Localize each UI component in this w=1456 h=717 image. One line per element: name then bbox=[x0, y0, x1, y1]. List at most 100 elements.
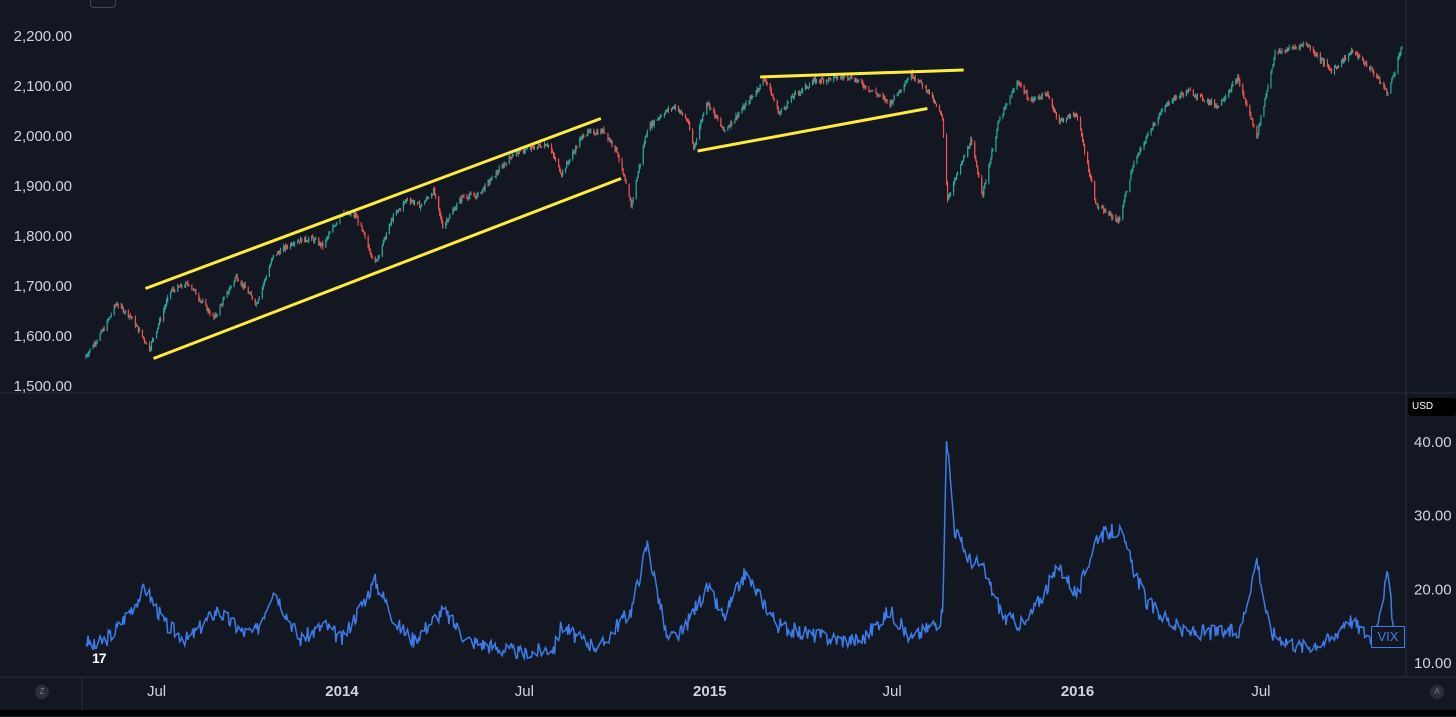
candle-body bbox=[165, 305, 167, 308]
candle-body bbox=[491, 176, 493, 178]
candle-body bbox=[855, 79, 857, 82]
time-axis[interactable]: Jul 2014 Jul 2015 Jul 2016 Jul bbox=[147, 683, 1271, 700]
candle-body bbox=[181, 284, 183, 287]
candle-body bbox=[1068, 114, 1071, 119]
candle-body bbox=[1377, 77, 1379, 79]
price-pane[interactable] bbox=[85, 41, 1403, 359]
candle-body bbox=[389, 223, 391, 225]
candle-body bbox=[829, 77, 831, 79]
candle-body bbox=[823, 79, 825, 83]
candle-body bbox=[1313, 50, 1315, 55]
candle-body bbox=[665, 109, 668, 112]
candle-body bbox=[284, 245, 287, 250]
candle-body bbox=[1271, 68, 1273, 73]
candle-body bbox=[92, 346, 94, 349]
candle-body bbox=[684, 115, 687, 119]
candle-body bbox=[882, 94, 884, 98]
candle-body bbox=[1046, 93, 1048, 96]
candle-body bbox=[551, 151, 554, 153]
candle-body bbox=[482, 187, 484, 191]
candle-body bbox=[1186, 90, 1188, 93]
candle-body bbox=[1192, 90, 1195, 96]
candle-body bbox=[1196, 94, 1199, 98]
candle-body bbox=[1278, 50, 1280, 53]
candle-body bbox=[772, 95, 774, 99]
candle-body bbox=[670, 108, 673, 110]
candle-body bbox=[1245, 98, 1247, 104]
collapse-handle[interactable] bbox=[90, 0, 116, 8]
candle-body bbox=[876, 93, 878, 96]
candle-body bbox=[221, 304, 223, 306]
candle-body bbox=[1326, 60, 1329, 66]
auto-scale-button[interactable]: A bbox=[1430, 685, 1444, 699]
vix-tick-label: 20.00 bbox=[1414, 581, 1452, 598]
candle-body bbox=[103, 328, 105, 331]
tradingview-logo[interactable]: 17 bbox=[92, 650, 107, 666]
candle-body bbox=[840, 76, 842, 79]
candle-body bbox=[638, 166, 640, 173]
candle-body bbox=[931, 94, 934, 97]
candle-body bbox=[1386, 88, 1388, 95]
candle-body bbox=[141, 329, 144, 337]
candle-body bbox=[879, 94, 881, 96]
candle-body bbox=[334, 226, 336, 228]
price-axis[interactable]: 1,500.00 1,600.00 1,700.00 1,800.00 1,900.00… bbox=[14, 28, 72, 395]
candle-body bbox=[941, 114, 944, 119]
candle-body bbox=[897, 93, 899, 95]
candle-body bbox=[1178, 97, 1180, 99]
candle-body bbox=[857, 80, 859, 82]
candle-body bbox=[971, 139, 973, 144]
candle-body bbox=[877, 94, 879, 96]
candle-body bbox=[481, 190, 483, 194]
candle-body bbox=[1076, 115, 1079, 119]
candle-body bbox=[362, 229, 364, 232]
candle-body bbox=[843, 76, 845, 78]
candle-body bbox=[1315, 54, 1317, 56]
candle-body bbox=[328, 233, 330, 237]
trendlines[interactable] bbox=[144, 68, 964, 360]
candle-body bbox=[1200, 94, 1203, 96]
candle-body bbox=[985, 181, 987, 183]
candle-body bbox=[496, 172, 498, 174]
currency-badge[interactable]: USD bbox=[1408, 398, 1456, 416]
candle-body bbox=[1174, 95, 1176, 101]
candle-body bbox=[536, 146, 539, 150]
candle-body bbox=[265, 276, 267, 279]
candle-body bbox=[639, 163, 641, 167]
candle-body bbox=[172, 288, 174, 291]
candle-body bbox=[1238, 76, 1240, 80]
candle-body bbox=[1023, 85, 1025, 93]
vix-tick-label: 40.00 bbox=[1414, 434, 1452, 451]
candle-body bbox=[1118, 218, 1120, 221]
candle-body bbox=[1175, 95, 1177, 98]
candle-body bbox=[1179, 95, 1181, 98]
candle-body bbox=[1308, 45, 1310, 47]
candle-body bbox=[495, 172, 497, 177]
candle-body bbox=[1173, 97, 1175, 101]
candle-body bbox=[991, 150, 993, 158]
candle-body bbox=[1379, 77, 1381, 84]
candle-body bbox=[1164, 106, 1166, 111]
candle-body bbox=[241, 283, 243, 285]
candle-body bbox=[155, 331, 158, 339]
candle-body bbox=[628, 184, 630, 197]
vix-axis[interactable]: 10.00 20.00 30.00 40.00 bbox=[1414, 434, 1452, 672]
vix-pane[interactable] bbox=[85, 441, 1395, 662]
candle-body bbox=[896, 93, 898, 96]
candle-body bbox=[117, 305, 119, 307]
candle-body bbox=[579, 139, 581, 148]
candle-body bbox=[905, 81, 907, 84]
candle-body bbox=[1258, 124, 1260, 134]
candle-body bbox=[1246, 103, 1248, 106]
vix-label-tag[interactable]: VIX bbox=[1371, 626, 1405, 648]
candle-body bbox=[1182, 94, 1184, 96]
candle-body bbox=[1348, 53, 1351, 55]
candle-body bbox=[1236, 79, 1238, 83]
candle-body bbox=[771, 95, 773, 97]
candle-body bbox=[826, 79, 828, 83]
candle-body bbox=[1397, 57, 1399, 72]
zoom-button[interactable]: Z bbox=[35, 685, 49, 699]
candle-body bbox=[1037, 96, 1039, 98]
candle-body bbox=[736, 115, 738, 118]
